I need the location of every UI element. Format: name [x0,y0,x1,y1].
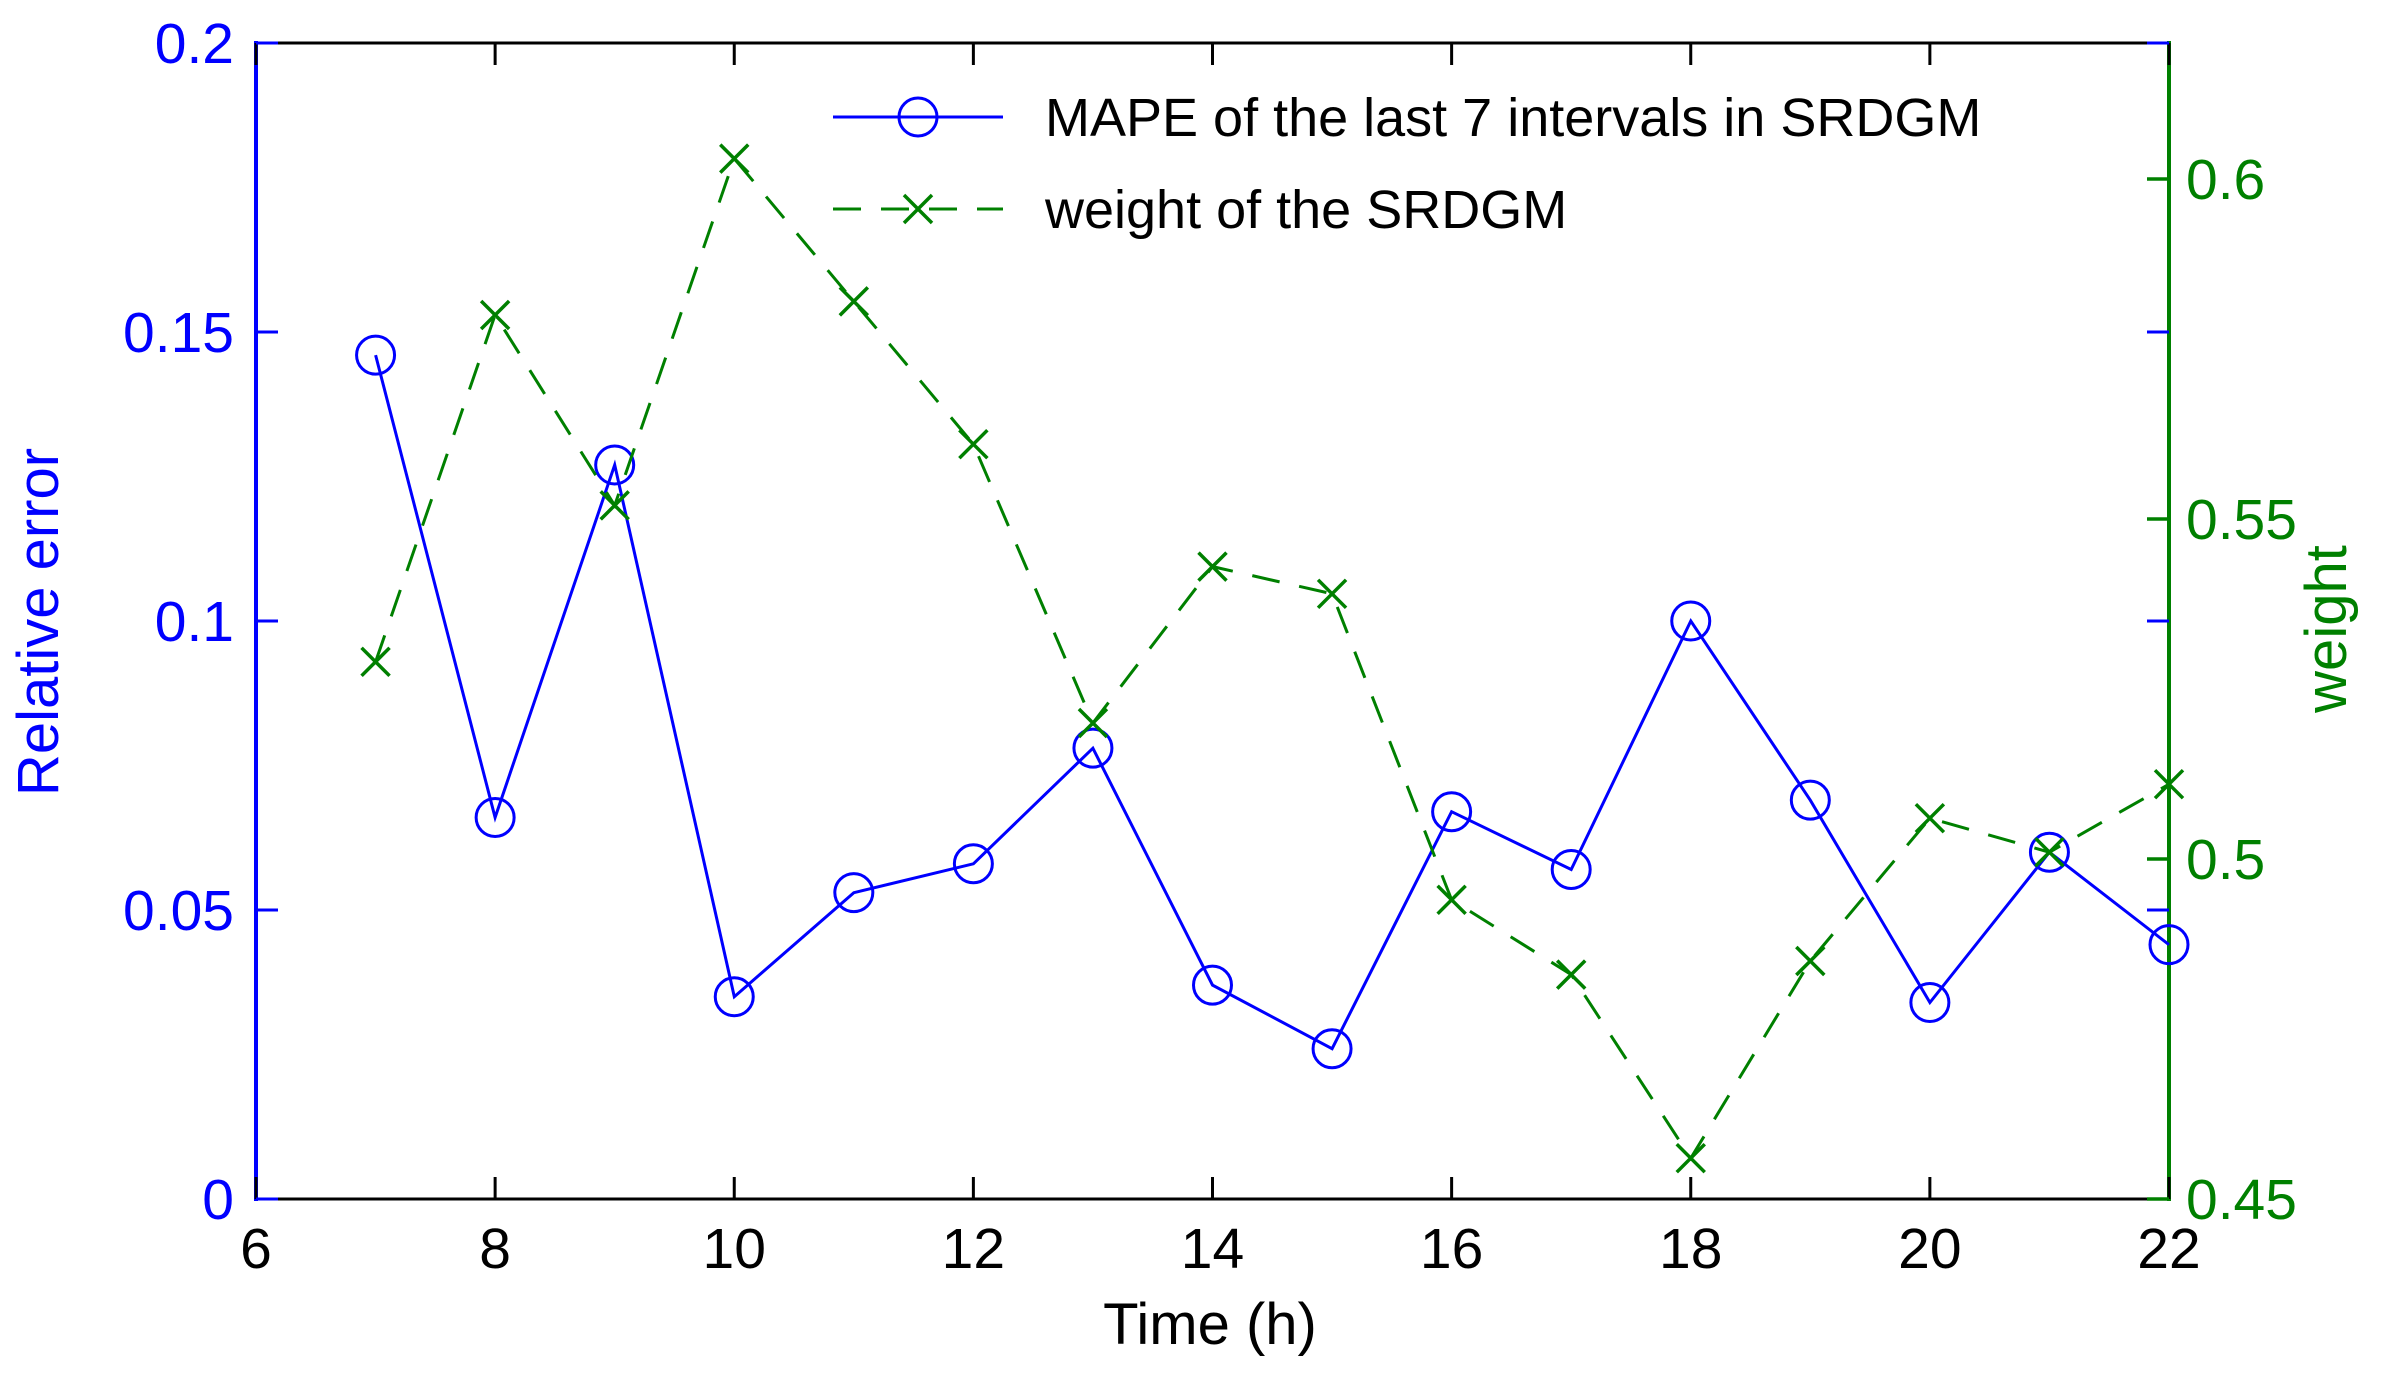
weight-x-marker-icon [1555,959,1587,990]
weight-x-marker-icon [2153,768,2185,800]
left-y-tick-label: 0.1 [155,590,234,654]
left-y-tick-label: 0.2 [155,12,234,76]
mape-circle-marker-icon [474,797,516,839]
right-y-tick-label: 0.5 [2186,828,2265,892]
mape-circle-marker-icon [1431,791,1473,833]
x-tick-label: 18 [1659,1217,1722,1281]
weight-x-marker-icon [1436,884,1467,916]
mape-circle-marker-icon [1550,849,1592,891]
series-line-weight [374,155,2170,1162]
x-tick-label: 20 [1898,1217,1961,1281]
left-y-tick-label: 0 [202,1168,234,1232]
legend-mape-circle-marker-icon [897,96,939,138]
right-y-tick-label: 0.6 [2186,148,2265,212]
mape-circle-marker-icon [355,334,397,376]
x-tick-label: 10 [703,1217,766,1281]
mape-circle-marker-icon [1072,727,1114,769]
weight-x-marker-icon [958,428,989,460]
left-y-tick-label: 0.05 [123,879,234,943]
series-layer [355,143,2190,1174]
x-tick-label: 14 [1181,1217,1244,1281]
weight-x-marker-icon [1077,707,1109,739]
weight-x-marker-icon [1197,551,1228,582]
x-tick-label: 22 [2137,1217,2200,1281]
mape-circle-marker-icon [2028,831,2070,873]
weight-x-marker-icon [1316,578,1348,610]
x-tick-label: 16 [1420,1217,1483,1281]
x-tick-label: 8 [479,1217,511,1281]
weight-x-marker-icon [479,299,511,331]
legend-entry-mape: MAPE of the last 7 intervals in SRDGM [833,88,1981,148]
legend-mape-label: MAPE of the last 7 intervals in SRDGM [1045,88,1981,148]
weight-x-marker-icon [838,286,870,317]
legend-weight-x-marker-icon [902,193,934,225]
x-tick-label: 12 [942,1217,1005,1281]
legend: MAPE of the last 7 intervals in SRDGM we… [833,88,1981,240]
legend-entry-weight: weight of the SRDGM [833,180,1567,240]
right-y-axis-title: weight [2294,545,2359,714]
left-y-axis-title: Relative error [6,448,71,796]
weight-x-marker-icon [1914,802,1946,834]
mape-circle-marker-icon [1192,964,1233,1006]
weight-x-marker-icon [719,143,750,174]
x-axis-title: Time (h) [1103,1292,1317,1357]
weight-x-marker-icon [360,646,391,678]
weight-x-marker-icon [1795,945,1826,977]
weight-x-marker-icon [599,490,630,521]
mape-circle-marker-icon [833,872,875,914]
weight-x-marker-icon [1675,1142,1706,1174]
mape-circle-marker-icon [1670,600,1712,642]
mape-circle-marker-icon [952,843,994,885]
mape-circle-marker-icon [2148,924,2190,966]
ticks-layer: 6 8 10 12 14 16 18 20 22 0 0.05 0.1 0.15 0.2 0.45 0.5 0.… [123,12,2297,1281]
right-y-tick-label: 0.45 [2186,1168,2297,1232]
mape-circle-marker-icon [1909,981,1951,1023]
mape-circle-marker-icon [1789,779,1831,821]
mape-circle-marker-icon [594,444,636,486]
x-tick-label: 6 [240,1217,272,1281]
right-y-tick-label: 0.55 [2186,488,2297,552]
weight-x-marker-icon [2034,836,2065,868]
mape-circle-marker-icon [713,976,755,1018]
mape-circle-marker-icon [1311,1028,1353,1070]
series-line-mape [374,354,2170,1051]
legend-weight-label: weight of the SRDGM [1044,180,1567,240]
left-y-tick-label: 0.15 [123,301,234,365]
